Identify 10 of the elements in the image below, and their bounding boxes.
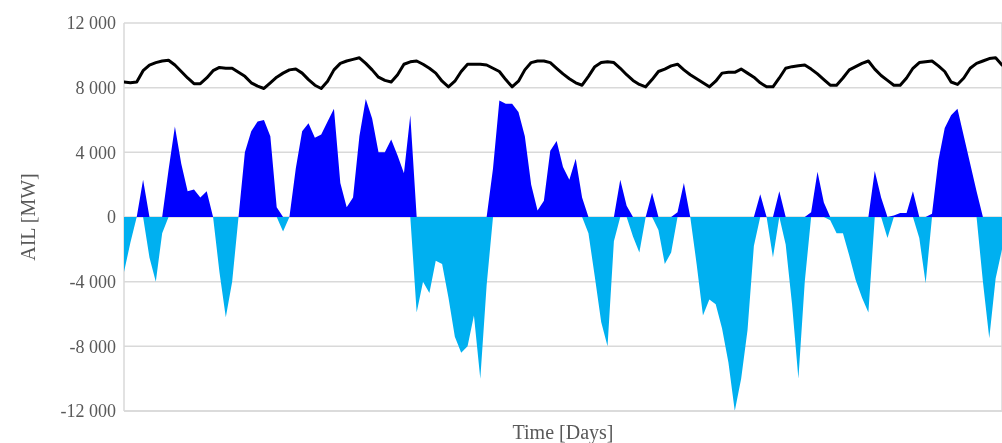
y-tick-label: -12 000 bbox=[60, 401, 116, 422]
y-tick-label: 4 000 bbox=[75, 142, 116, 163]
y-tick-label: 12 000 bbox=[66, 13, 116, 34]
x-axis-title: Time [Days] bbox=[512, 421, 614, 443]
y-tick-label: 0 bbox=[107, 207, 116, 228]
y-tick-label: 8 000 bbox=[75, 78, 116, 99]
y-axis-title: AIL [MW] bbox=[17, 173, 40, 261]
y-tick-label: -8 000 bbox=[69, 336, 116, 357]
y-tick-label: -4 000 bbox=[69, 272, 116, 293]
line-series bbox=[124, 56, 1002, 90]
